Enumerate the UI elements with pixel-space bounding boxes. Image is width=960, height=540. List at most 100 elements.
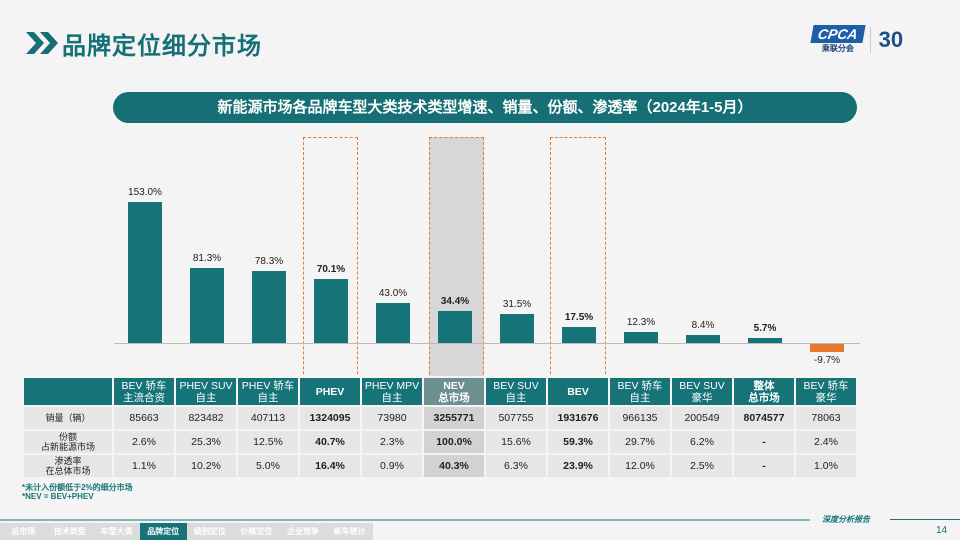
table-cell: 5.0% (236, 453, 300, 479)
data-label: 81.3% (192, 253, 222, 265)
row-label: 销量（辆） (22, 405, 114, 431)
table-cell: 6.3% (484, 453, 548, 479)
bar (562, 326, 596, 343)
row-label: 份额 占新能源市场 (22, 429, 114, 455)
column-header: BEV 轿车 豪华 (794, 376, 858, 407)
table-cell: 85663 (112, 405, 176, 431)
highlight-phev (303, 137, 358, 479)
table-cell: 966135 (608, 405, 672, 431)
report-label: 深度分析报告 (822, 515, 870, 524)
cpca-logo: CPCA 乘联分会 30 (810, 25, 903, 54)
data-table: BEV 轿车 主流合资 PHEV SUV 自主 PHEV 轿车 自主 PHEV PHEV MP… (22, 376, 858, 479)
table-cell: 3255771 (422, 405, 486, 431)
table-cell: 200549 (670, 405, 734, 431)
bar (748, 337, 782, 343)
nav-tab[interactable]: 技术类型 (53, 527, 86, 536)
highlight-bev (550, 137, 606, 479)
data-label: 34.4% (440, 296, 470, 308)
table-cell: 29.7% (608, 429, 672, 455)
table-cell: 1931676 (546, 405, 610, 431)
chevron-icon (26, 32, 58, 54)
table-cell: 73980 (360, 405, 424, 431)
page-number: 14 (936, 525, 948, 536)
data-label: 8.4% (691, 320, 715, 332)
table-cell: 40.3% (422, 453, 486, 479)
divider (0, 519, 810, 521)
bar (190, 268, 224, 343)
footnote: *NEV = BEV+PHEV (22, 492, 94, 501)
table-cell: 2.6% (112, 429, 176, 455)
column-header: BEV SUV 豪华 (670, 376, 734, 407)
data-label: 43.0% (378, 288, 408, 300)
data-label: 70.1% (316, 263, 346, 275)
data-label: 17.5% (564, 311, 594, 323)
table-cell: 1324095 (298, 405, 362, 431)
table-row: 销量（辆） 85663 823482 407113 1324095 73980 325577… (22, 405, 858, 431)
nav-tab[interactable]: 企业竞争 (287, 527, 320, 536)
table-cell: 12.5% (236, 429, 300, 455)
footnote: *未计入份额低于2%的细分市场 (22, 483, 133, 492)
nav-tab[interactable]: 级别定位 (193, 527, 226, 536)
nav-tab[interactable]: 总市场 (11, 527, 36, 536)
page-title: 品牌定位细分市场 (62, 33, 262, 60)
table-cell: 40.7% (298, 429, 362, 455)
data-label: -9.7% (813, 354, 841, 366)
table-cell: 12.0% (608, 453, 672, 479)
column-header: NEV 总市场 (422, 376, 486, 407)
divider (890, 519, 960, 520)
bar (438, 311, 472, 343)
column-header: BEV SUV 自主 (484, 376, 548, 407)
column-header: BEV (546, 376, 610, 407)
nav-tab[interactable]: 品牌定位 (139, 523, 187, 540)
data-label: 12.3% (626, 316, 656, 328)
table-cell: 78063 (794, 405, 858, 431)
table-cell: 1.0% (794, 453, 858, 479)
column-header: PHEV MPV 自主 (360, 376, 424, 407)
table-cell: 10.2% (174, 453, 238, 479)
table-cell: 23.9% (546, 453, 610, 479)
column-header: BEV 轿车 主流合资 (112, 376, 176, 407)
bar (686, 335, 720, 343)
table-cell: - (732, 429, 796, 455)
table-cell: 59.3% (546, 429, 610, 455)
column-header: PHEV (298, 376, 362, 407)
section-nav: 总市场 技术类型 车型大类 品牌定位 级别定位 价格定位 企业竞争 新车统计 (0, 523, 373, 540)
chart-title-banner: 新能源市场各品牌车型大类技术类型增速、销量、份额、渗透率（2024年1-5月） (113, 92, 857, 123)
bar (128, 202, 162, 343)
data-label: 153.0% (128, 187, 162, 199)
nav-tab[interactable]: 价格定位 (240, 527, 273, 536)
table-cell: 100.0% (422, 429, 486, 455)
row-label: 渗透率 在总体市场 (22, 453, 114, 479)
table-cell: 0.9% (360, 453, 424, 479)
table-cell: 1.1% (112, 453, 176, 479)
bar (314, 278, 348, 343)
bar (624, 331, 658, 343)
table-cell: 407113 (236, 405, 300, 431)
column-header: PHEV SUV 自主 (174, 376, 238, 407)
bar (810, 343, 844, 352)
table-cell: 2.4% (794, 429, 858, 455)
table-cell: 2.3% (360, 429, 424, 455)
column-header: PHEV 轿车 自主 (236, 376, 300, 407)
table-cell: 15.6% (484, 429, 548, 455)
data-label: 78.3% (254, 255, 284, 267)
bar (252, 270, 286, 343)
table-row: 渗透率 在总体市场 1.1% 10.2% 5.0% 16.4% 0.9% 40.3% 6.3% 2… (22, 453, 858, 479)
column-header: BEV 轿车 自主 (608, 376, 672, 407)
anniversary-logo: 30 (869, 26, 903, 53)
data-label: 31.5% (502, 299, 532, 311)
column-header: 整体 总市场 (732, 376, 796, 407)
table-row: 份额 占新能源市场 2.6% 25.3% 12.5% 40.7% 2.3% 100.0% 15.… (22, 429, 858, 455)
x-axis (114, 343, 860, 344)
nav-tab[interactable]: 车型大类 (100, 527, 133, 536)
nav-tab[interactable]: 新车统计 (333, 527, 366, 536)
table-cell: 823482 (174, 405, 238, 431)
table-cell: 6.2% (670, 429, 734, 455)
header-corner (22, 376, 114, 407)
table-cell: 16.4% (298, 453, 362, 479)
table-cell: 2.5% (670, 453, 734, 479)
data-label: 5.7% (753, 322, 777, 334)
bar (376, 303, 410, 343)
table-cell: - (732, 453, 796, 479)
table-cell: 8074577 (732, 405, 796, 431)
